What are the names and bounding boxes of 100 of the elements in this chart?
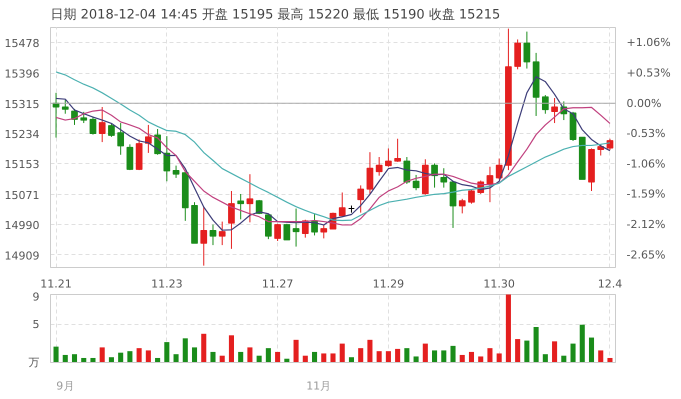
bar — [164, 342, 170, 362]
candlestick — [514, 38, 521, 70]
x-tick-label: 12.4 — [598, 278, 622, 290]
bar — [588, 338, 594, 362]
y2-tick-label: 0.00% — [626, 96, 662, 110]
bar — [432, 350, 438, 362]
bar — [127, 351, 132, 362]
candlestick — [200, 206, 208, 266]
y-tick-label: 15396 — [4, 68, 40, 81]
text: 11月 — [306, 380, 332, 392]
bar — [275, 352, 280, 362]
bar — [256, 356, 262, 362]
bar — [348, 357, 354, 362]
bar — [81, 358, 86, 362]
bar — [386, 351, 391, 362]
bar — [72, 354, 78, 362]
y2-tick-label: -2.65% — [626, 248, 666, 262]
bar — [524, 340, 530, 362]
candlestick — [450, 182, 456, 228]
bar — [284, 358, 290, 362]
candlestick — [108, 122, 115, 138]
candlestick — [283, 223, 290, 240]
bar — [450, 346, 456, 362]
bar — [220, 356, 225, 362]
x-tick-label: 11.21 — [40, 278, 72, 290]
candlestick — [385, 148, 392, 168]
bar — [376, 351, 382, 362]
bar — [441, 350, 446, 362]
text: 9月 — [56, 380, 74, 392]
x-tick-label: 11.29 — [372, 278, 404, 290]
bar — [367, 340, 372, 362]
candlestick — [338, 192, 346, 218]
bar — [100, 347, 105, 362]
bar — [598, 350, 604, 362]
bar — [496, 353, 502, 362]
bar — [404, 348, 410, 362]
bar — [146, 350, 151, 362]
candlestick — [117, 122, 124, 156]
bar — [247, 347, 252, 362]
bar — [478, 356, 484, 362]
candlestick — [458, 198, 466, 214]
bar — [561, 356, 566, 362]
bar — [266, 348, 271, 362]
bar — [487, 348, 492, 362]
candlestick — [98, 106, 106, 143]
chart-title: 日期 2018-12-04 14:45 开盘 15195 最高 15220 最低 15190 收盘 15215 — [50, 6, 500, 22]
bar — [468, 352, 474, 362]
bar — [330, 353, 336, 362]
bar — [358, 348, 364, 362]
bar — [228, 335, 234, 362]
bar — [570, 344, 576, 362]
y-tick-label: 15071 — [4, 188, 40, 202]
bar — [192, 347, 198, 362]
y-tick-label: 万 — [28, 356, 40, 369]
bar — [580, 324, 585, 362]
candlestick — [524, 31, 530, 70]
candlestick — [394, 138, 401, 162]
candlestick — [228, 190, 235, 250]
bar — [201, 334, 206, 362]
y-tick-label: 9 — [32, 290, 40, 304]
x-tick-label: 11.27 — [262, 278, 294, 290]
candlestick — [172, 165, 180, 178]
y-tick-label: 14990 — [4, 219, 40, 232]
y-tick-label: 15153 — [4, 158, 40, 172]
bar — [136, 348, 142, 362]
y2-tick-label: +1.06% — [626, 36, 671, 50]
candlestick — [366, 152, 374, 194]
bar — [395, 348, 400, 362]
candlestick — [440, 168, 448, 188]
y-tick-label: 14909 — [4, 249, 40, 262]
bar — [182, 338, 188, 362]
candlestick — [218, 221, 226, 246]
bar — [542, 354, 548, 362]
bar — [340, 344, 345, 362]
candlestick — [274, 223, 281, 242]
candlestick — [237, 193, 244, 220]
y2-tick-label: -1.59% — [626, 188, 666, 201]
candlestick — [292, 208, 300, 248]
bar — [534, 326, 539, 362]
candlestick — [126, 144, 134, 171]
x-tick-label: 11.23 — [151, 278, 183, 290]
bar — [108, 357, 114, 362]
candlestick — [486, 166, 494, 203]
bar — [506, 294, 511, 362]
candlestick — [357, 184, 364, 214]
y-tick-label: 5 — [32, 318, 40, 332]
candlestick — [163, 136, 170, 182]
bar — [238, 352, 244, 362]
y-tick-label: 15234 — [4, 128, 40, 142]
bar — [321, 353, 326, 362]
y2-tick-label: -0.53% — [626, 127, 666, 140]
bar — [515, 339, 520, 362]
candlestick — [551, 98, 558, 124]
bar — [422, 344, 428, 362]
bar — [312, 352, 318, 362]
candlestick — [320, 224, 328, 239]
candlestick — [412, 174, 420, 191]
x-tick-label: 11.30 — [483, 278, 515, 290]
bar — [62, 354, 68, 362]
candlestick — [80, 111, 88, 124]
